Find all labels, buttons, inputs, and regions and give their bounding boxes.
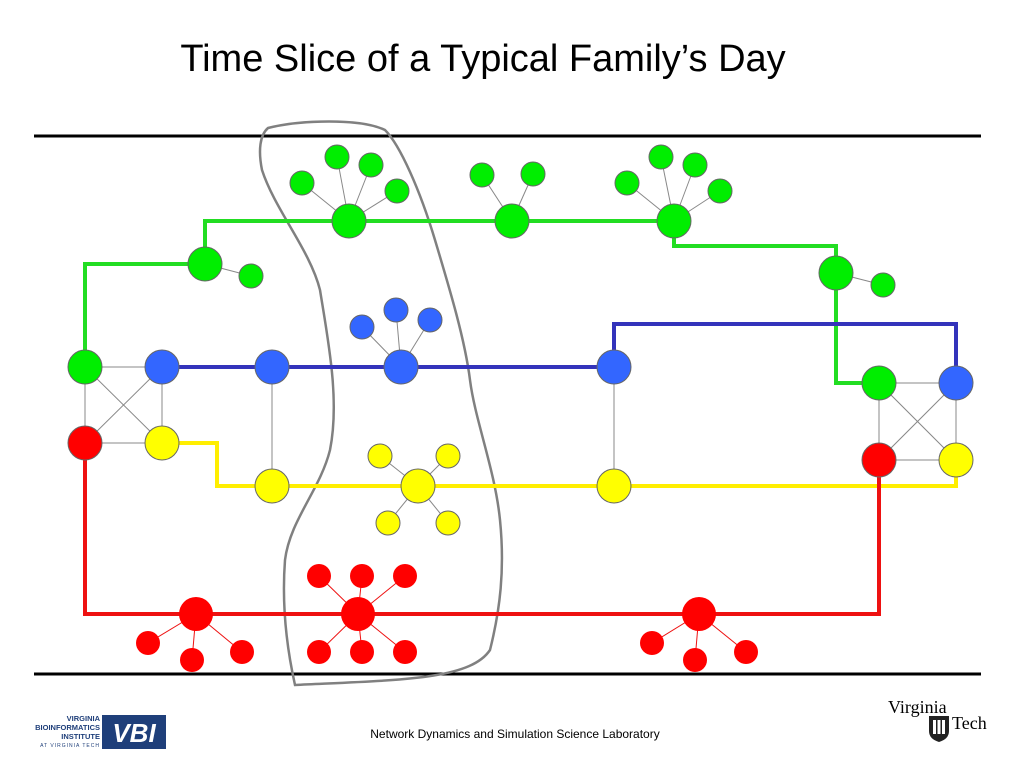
yellow-activity-node <box>400 468 436 504</box>
blue-activity-node <box>254 349 290 385</box>
node-layer <box>67 144 974 672</box>
red-contact-node <box>307 564 331 588</box>
red-contact-node <box>683 648 707 672</box>
home-red-node <box>67 425 103 461</box>
home-blue-node <box>144 349 180 385</box>
red-contact-node <box>734 640 758 664</box>
vt-logo-line2: Tech <box>952 713 987 733</box>
green-contact-node <box>648 144 674 170</box>
green-contact-node <box>870 272 896 298</box>
footer-lab-name: Network Dynamics and Simulation Science … <box>370 727 660 741</box>
yellow-activity-node <box>596 468 632 504</box>
yellow-activity-node <box>254 468 290 504</box>
green-activity-node <box>494 203 530 239</box>
green-contact-node <box>238 263 264 289</box>
green-contact-node <box>324 144 350 170</box>
red-activity-node <box>179 597 213 631</box>
vt-shield-icon <box>929 716 949 742</box>
home-yellow-node <box>938 442 974 478</box>
home-blue-node <box>938 365 974 401</box>
green-activity-node <box>818 255 854 291</box>
red-activity-node <box>682 597 716 631</box>
home-yellow-node <box>144 425 180 461</box>
red-contact-node <box>393 640 417 664</box>
blue-contact-node <box>349 314 375 340</box>
vt-logo-line1: Virginia <box>888 697 947 717</box>
red-contact-node <box>180 648 204 672</box>
red-contact-node <box>136 631 160 655</box>
blue-contact-node <box>383 297 409 323</box>
red-member-trail <box>83 443 881 616</box>
red-contact-node <box>350 564 374 588</box>
vbi-mark-icon: VBI <box>102 715 166 749</box>
red-contact-node <box>640 631 664 655</box>
green-contact-node <box>289 170 315 196</box>
contact-links <box>204 156 884 524</box>
blue-activity-node <box>596 349 632 385</box>
blue-activity-node <box>383 349 419 385</box>
green-activity-node <box>656 203 692 239</box>
blue-member-trail <box>162 322 958 383</box>
green-activity-node <box>187 246 223 282</box>
yellow-contact-node <box>367 443 393 469</box>
green-contact-node <box>358 152 384 178</box>
blue-contact-node <box>417 307 443 333</box>
yellow-contact-node <box>435 510 461 536</box>
home-green-node <box>861 365 897 401</box>
green-contact-node <box>469 162 495 188</box>
red-contact-node <box>307 640 331 664</box>
green-contact-node <box>682 152 708 178</box>
vbi-logo-subtext: AT VIRGINIA TECH <box>40 743 100 749</box>
red-activity-node <box>341 597 375 631</box>
red-contact-node <box>230 640 254 664</box>
yellow-contact-node <box>435 443 461 469</box>
green-contact-node <box>614 170 640 196</box>
virginia-tech-logo: Virginia Tech <box>884 697 994 747</box>
green-member-trail <box>83 219 879 385</box>
vbi-mark-text: VBI <box>112 718 156 748</box>
slide-title: Time Slice of a Typical Family’s Day <box>180 38 786 80</box>
red-contact-node <box>350 640 374 664</box>
green-contact-node <box>707 178 733 204</box>
green-contact-node <box>384 178 410 204</box>
vbi-logo: VIRGINIA BIOINFORMATICS INSTITUTE AT VIR… <box>22 712 167 752</box>
green-activity-node <box>331 203 367 239</box>
home-red-node <box>861 442 897 478</box>
yellow-contact-node <box>375 510 401 536</box>
vbi-logo-text: VIRGINIA BIOINFORMATICS INSTITUTE <box>35 714 100 741</box>
green-contact-node <box>520 161 546 187</box>
red-contact-node <box>393 564 417 588</box>
time-slice-outline <box>258 120 504 687</box>
home-green-node <box>67 349 103 385</box>
